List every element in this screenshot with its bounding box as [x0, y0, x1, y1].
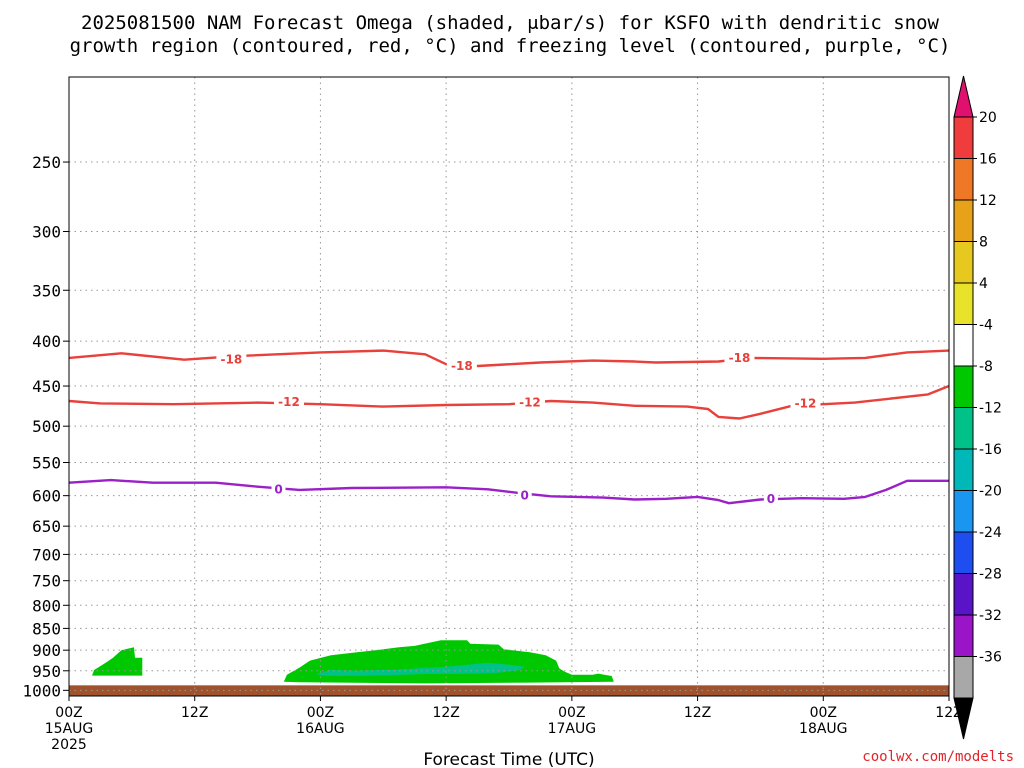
x-tick-label: 12Z	[935, 705, 962, 721]
plot-frame	[68, 76, 950, 697]
colorbar: 20 16 12 8 4 -4 -8 -12 -16 -20 -24 -28 -32 -36	[953, 75, 1002, 740]
colorbar-swatch	[953, 199, 974, 242]
contour-line	[68, 478, 949, 505]
omega-shading	[92, 640, 614, 684]
y-tick-label: 500	[32, 417, 61, 436]
contour-label-bg	[514, 394, 545, 411]
omega-shaded-region	[283, 640, 614, 684]
colorbar-swatch	[953, 365, 974, 408]
contour-label-bg	[446, 358, 477, 375]
y-tick-label: 350	[32, 281, 61, 300]
colorbar-swatch	[953, 490, 974, 533]
contour-label: -12	[795, 396, 817, 410]
colorbar-swatch	[953, 656, 974, 699]
x-tick-label: 12Z	[432, 705, 459, 721]
x-tick-label: 00Z	[558, 705, 585, 721]
colorbar-bottom-arrow	[953, 697, 974, 740]
x-tick-label: 17AUG	[548, 721, 597, 737]
x-tick-label: 00Z	[55, 705, 82, 721]
contour-label: -12	[278, 395, 300, 409]
y-tick-label: 800	[32, 596, 61, 615]
x-tick-label: 00Z	[810, 705, 837, 721]
chart-title-line2: growth region (contoured, red, °C) and f…	[70, 35, 951, 57]
x-tick-label: 00Z	[307, 705, 334, 721]
colorbar-label: -32	[979, 608, 1002, 624]
y-tick-label: 400	[32, 332, 61, 351]
y-tick-label: 950	[32, 662, 61, 681]
colorbar-label: 16	[979, 152, 997, 168]
contour-line	[68, 349, 950, 368]
colorbar-label: -24	[979, 525, 1002, 541]
colorbar-label: -20	[979, 484, 1002, 500]
contour-label-bg	[517, 487, 532, 504]
colorbar-label: 8	[979, 235, 988, 251]
x-tick-label: 18AUG	[799, 721, 848, 737]
contour-label: -18	[729, 351, 751, 365]
colorbar-label: 4	[979, 276, 988, 292]
x-tick-label: 2025	[51, 737, 87, 753]
colorbar-top-arrow	[953, 75, 974, 118]
y-tick-label: 1000	[22, 681, 61, 700]
y-tick-label: 250	[32, 153, 61, 172]
temperature-contours: -18 -18 -18 -12 -12 -12 0 0 0	[68, 349, 950, 507]
colorbar-swatch	[953, 324, 974, 367]
colorbar-label: -12	[979, 401, 1002, 417]
contour-label: -18	[221, 353, 243, 367]
omega-shaded-region	[92, 647, 143, 676]
x-axis-label: Forecast Time (UTC)	[423, 750, 594, 768]
colorbar-swatch	[953, 158, 974, 201]
chart-title-line1: 2025081500 NAM Forecast Omega (shaded, μ…	[81, 12, 939, 34]
contour-label-bg	[724, 349, 755, 366]
colorbar-swatch	[953, 407, 974, 450]
x-tick-label: 12Z	[181, 705, 208, 721]
colorbar-label: 12	[979, 193, 997, 209]
colorbar-swatch	[953, 282, 974, 325]
colorbar-label: -16	[979, 442, 1002, 458]
y-tick-label: 450	[32, 377, 61, 396]
contour-label-bg	[763, 490, 778, 507]
contour-label: -18	[451, 359, 473, 373]
omega-shaded-region	[316, 662, 525, 676]
colorbar-label: -4	[979, 318, 993, 334]
y-tick-label: 850	[32, 619, 61, 638]
contour-label-bg	[271, 481, 286, 498]
x-tick-label: 15AUG	[45, 721, 94, 737]
x-tick-label: 12Z	[684, 705, 711, 721]
contour-label-bg	[216, 351, 247, 368]
grid-lines	[69, 77, 949, 696]
colorbar-swatch	[953, 573, 974, 616]
colorbar-label: -36	[979, 650, 1002, 666]
y-axis-ticks: 250 300 350 400 450 500 550 600 650 700 750 800 850 9…	[22, 153, 69, 700]
colorbar-label: -28	[979, 567, 1002, 583]
y-tick-label: 300	[32, 223, 61, 242]
y-tick-label: 550	[32, 454, 61, 473]
contour-label-bg	[790, 395, 821, 412]
contour-line	[68, 384, 950, 420]
colorbar-swatch	[953, 614, 974, 657]
contour-label-bg	[274, 393, 304, 410]
y-tick-label: 750	[32, 572, 61, 591]
y-tick-label: 900	[32, 641, 61, 660]
y-tick-label: 700	[32, 545, 61, 564]
contour-label: 0	[767, 492, 775, 506]
colorbar-swatch	[953, 116, 974, 159]
contour-label: -12	[519, 396, 541, 410]
colorbar-swatch	[953, 241, 974, 284]
contour-label: 0	[521, 489, 529, 503]
credit-text: coolwx.com/modelts	[862, 749, 1014, 765]
colorbar-label: 20	[979, 110, 997, 126]
contour-label: 0	[274, 482, 282, 496]
y-tick-label: 650	[32, 517, 61, 536]
colorbar-label: -8	[979, 359, 993, 375]
colorbar-swatch	[953, 448, 974, 491]
y-tick-label: 600	[32, 487, 61, 506]
x-tick-label: 16AUG	[296, 721, 345, 737]
colorbar-swatch	[953, 531, 974, 574]
